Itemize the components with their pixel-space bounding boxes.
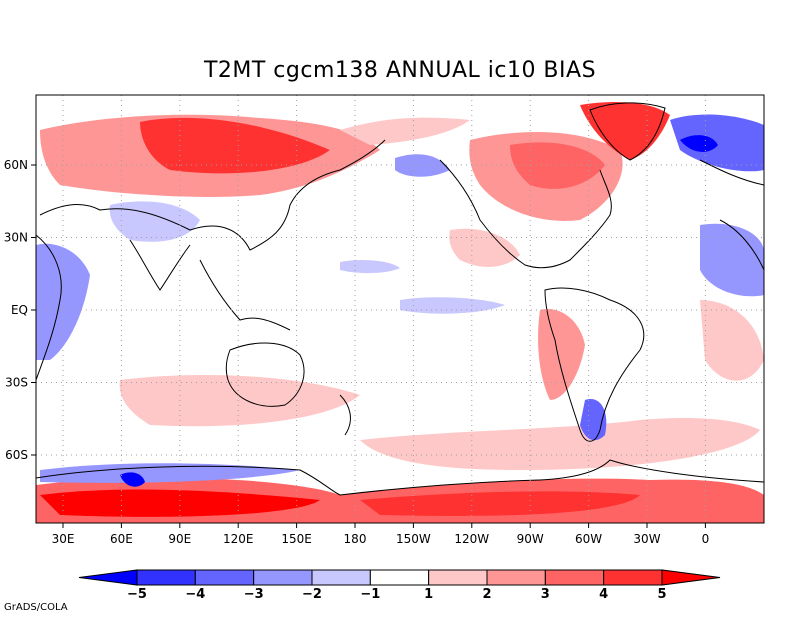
- africa-coastline: [35, 234, 62, 381]
- y-tick-label: 60S: [5, 448, 28, 462]
- antarctica-strong-bias: [40, 489, 320, 517]
- arctic-ocean-warm: [340, 117, 470, 145]
- colorbar-segment: [369, 569, 430, 586]
- north-atlantic-core: [680, 135, 718, 152]
- x-tick-label: 150W: [396, 532, 431, 546]
- africa-east-warm: [700, 300, 764, 381]
- colorbar-segment: [311, 569, 371, 586]
- north-america-warm: [449, 228, 520, 267]
- x-axis: 30E 60E 90E 120E 150E 180 150W 120W 90W 60W 30W 0: [52, 523, 710, 546]
- colorbar: −5 −4 −3 −2 −1 1 2 3 4 5: [78, 569, 721, 602]
- greenland-coastline: [589, 102, 666, 161]
- new-zealand-coastline: [339, 394, 351, 436]
- x-tick-label: 90E: [168, 532, 191, 546]
- south-america-warm: [538, 309, 585, 400]
- coastlines: [35, 102, 765, 496]
- north-pacific-cold: [340, 260, 400, 274]
- colorbar-label: 1: [424, 587, 433, 602]
- colorbar-label: −2: [302, 587, 322, 602]
- colorbar-label: 4: [599, 587, 608, 602]
- colorbar-end-low: [78, 569, 138, 586]
- y-tick-label: 30N: [4, 231, 28, 245]
- x-tick-label: 0: [702, 532, 710, 546]
- y-tick-label: 60N: [4, 158, 28, 172]
- y-axis: 60N 30N EQ 30S 60S: [4, 158, 36, 462]
- colorbar-segment: [428, 569, 488, 586]
- colorbar-label: −5: [127, 587, 147, 602]
- antarctic-coast-cold: [40, 463, 300, 483]
- x-tick-label: 180: [344, 532, 367, 546]
- x-tick-label: 120E: [223, 532, 254, 546]
- north-america-coastline: [439, 159, 612, 269]
- colorbar-label: 3: [541, 587, 550, 602]
- australia-coastline: [225, 342, 305, 407]
- europe-coastline: [699, 159, 765, 186]
- x-tick-label: 60W: [575, 532, 602, 546]
- sahara-cold-bias: [700, 223, 764, 297]
- colorbar-end-high: [661, 569, 721, 586]
- colorbar-segment: [544, 569, 605, 586]
- canada-strong-bias: [510, 142, 605, 189]
- x-tick-label: 30E: [52, 532, 75, 546]
- africa-west-coastline: [719, 219, 765, 271]
- south-america-coastline: [544, 287, 645, 442]
- y-tick-label: EQ: [11, 303, 28, 317]
- antarctic-coast-core: [120, 472, 145, 487]
- north-atlantic-cold: [670, 114, 764, 172]
- asia-coastline: [39, 139, 386, 251]
- colorbar-label: 2: [482, 587, 491, 602]
- siberia-strong-bias: [140, 117, 330, 174]
- footer-credit: GrADS/COLA: [4, 602, 68, 613]
- africa-west-cold: [36, 243, 90, 360]
- colorbar-segment: [194, 569, 255, 586]
- southeast-asia-coastline: [199, 259, 291, 331]
- map-area: [35, 94, 765, 524]
- map-title: T2MT cgcm138 ANNUAL ic10 BIAS: [203, 58, 597, 83]
- colorbar-segment: [253, 569, 313, 586]
- x-tick-label: 60E: [110, 532, 133, 546]
- x-tick-label: 120W: [454, 532, 489, 546]
- colorbar-label: −3: [244, 587, 264, 602]
- map-frame: [35, 94, 765, 524]
- colorbar-segment: [136, 569, 196, 586]
- x-tick-label: 90W: [517, 532, 544, 546]
- antarctica-strong-bias-2: [360, 491, 640, 516]
- india-coastline: [129, 239, 191, 291]
- colorbar-segment: [486, 569, 546, 586]
- warm-bias-regions: [36, 102, 764, 523]
- y-tick-label: 30S: [5, 376, 28, 390]
- tibet-cold-bias: [109, 201, 200, 242]
- colorbar-segment: [603, 569, 663, 586]
- colorbar-label: 5: [657, 587, 666, 602]
- hudson-cold: [395, 154, 450, 177]
- cold-bias-regions: [36, 114, 764, 487]
- colorbar-label: −4: [185, 587, 205, 602]
- southern-ocean-warm: [360, 418, 760, 470]
- colorbar-label: −1: [360, 587, 380, 602]
- antarctica-coastline: [35, 459, 765, 496]
- x-tick-label: 150E: [281, 532, 312, 546]
- x-tick-label: 30W: [633, 532, 660, 546]
